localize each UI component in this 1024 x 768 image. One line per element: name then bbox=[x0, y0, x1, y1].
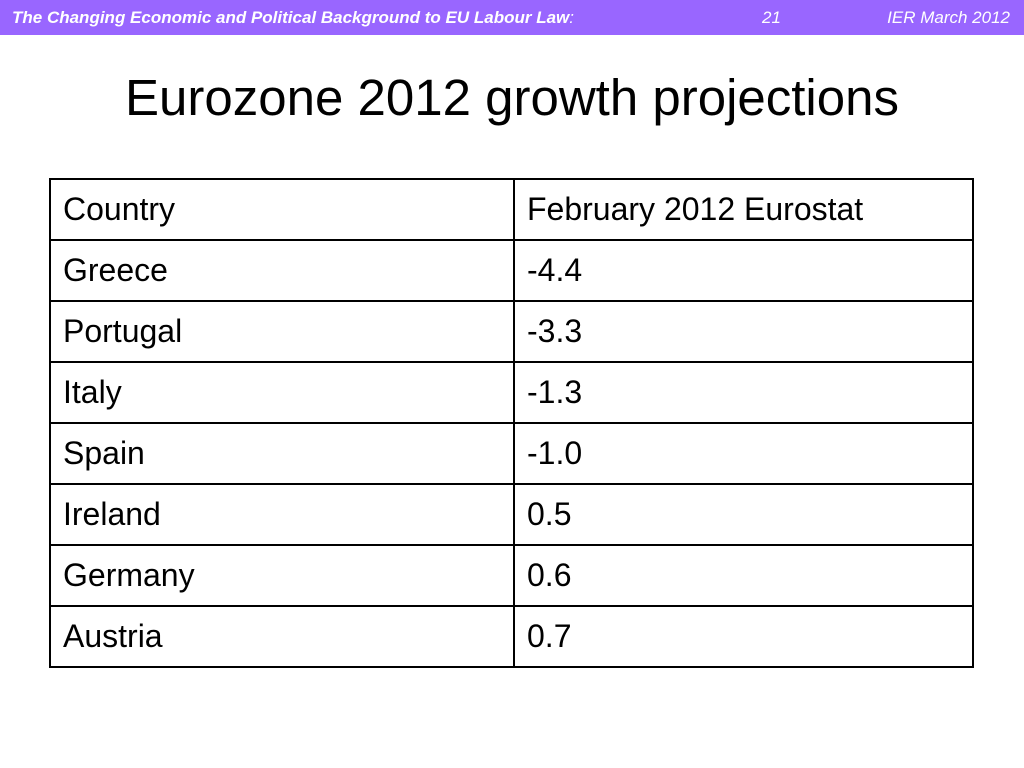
table-row: Austria 0.7 bbox=[49, 605, 974, 668]
table-row: Ireland 0.5 bbox=[49, 483, 974, 546]
country-cell: Germany bbox=[49, 544, 515, 607]
value-cell: -1.0 bbox=[513, 422, 974, 485]
value-cell: 0.6 bbox=[513, 544, 974, 607]
country-cell: Portugal bbox=[49, 300, 515, 363]
country-cell: Italy bbox=[49, 361, 515, 424]
value-cell: 0.5 bbox=[513, 483, 974, 546]
table-header-row: Country February 2012 Eurostat bbox=[49, 178, 974, 241]
table-header-cell: Country bbox=[49, 178, 515, 241]
country-cell: Spain bbox=[49, 422, 515, 485]
table-row: Spain -1.0 bbox=[49, 422, 974, 485]
page-number: 21 bbox=[762, 8, 781, 27]
value-cell: -4.4 bbox=[513, 239, 974, 302]
country-cell: Austria bbox=[49, 605, 515, 668]
table-row: Italy -1.3 bbox=[49, 361, 974, 424]
value-cell: -3.3 bbox=[513, 300, 974, 363]
header-title-main: The Changing Economic and Political Back… bbox=[12, 8, 570, 27]
table-row: Greece -4.4 bbox=[49, 239, 974, 302]
header-title-suffix: : bbox=[569, 8, 574, 27]
header-bar: The Changing Economic and Political Back… bbox=[0, 0, 1024, 35]
value-cell: 0.7 bbox=[513, 605, 974, 668]
value-cell: -1.3 bbox=[513, 361, 974, 424]
table-row: Germany 0.6 bbox=[49, 544, 974, 607]
growth-table: Country February 2012 Eurostat Greece -4… bbox=[49, 178, 974, 668]
header-date: IER March 2012 bbox=[887, 8, 1010, 27]
table-header-cell: February 2012 Eurostat bbox=[513, 178, 974, 241]
country-cell: Greece bbox=[49, 239, 515, 302]
slide-title: Eurozone 2012 growth projections bbox=[125, 69, 899, 126]
country-cell: Ireland bbox=[49, 483, 515, 546]
table-row: Portugal -3.3 bbox=[49, 300, 974, 363]
header-title: The Changing Economic and Political Back… bbox=[12, 0, 574, 35]
